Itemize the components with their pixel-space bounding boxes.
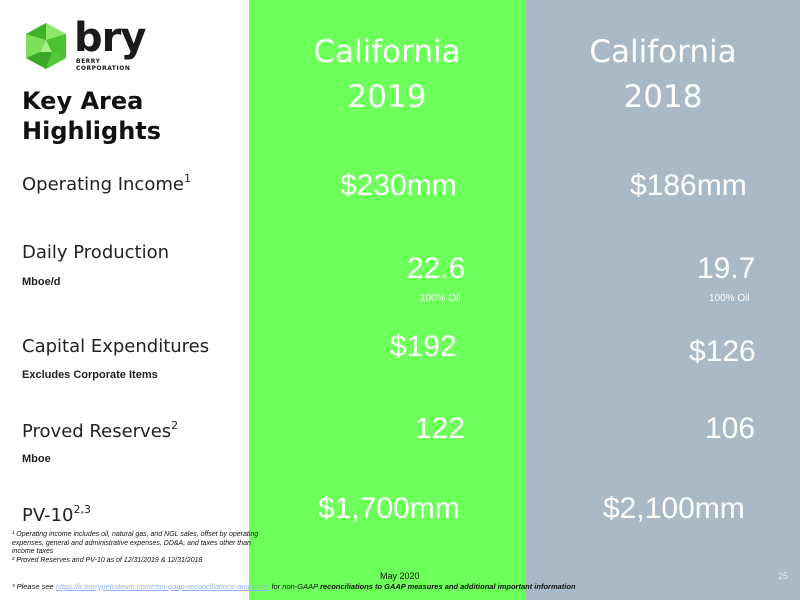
- pv10-2018: $2,100mm: [603, 492, 745, 525]
- footnotes: ¹ Operating income includes oil, natural…: [12, 531, 262, 565]
- capex-label: Capital Expenditures: [22, 336, 210, 357]
- page-number: 25: [778, 571, 789, 581]
- capex-2018: $126: [689, 335, 756, 368]
- capex-subtitle: Excludes Corporate Items: [22, 369, 158, 381]
- proved-reserves-unit: Mboe: [22, 453, 51, 465]
- column-2019-background: [249, 0, 525, 600]
- capex-2019: $192: [390, 330, 457, 363]
- proved-reserves-label: Proved Reserves2: [22, 419, 179, 442]
- daily-production-2019: 22.6: [407, 252, 466, 285]
- operating-income-label: Operating Income1: [22, 172, 191, 195]
- footnote-1: ¹ Operating income includes oil, natural…: [12, 531, 259, 555]
- column-header-2019: California 2019: [313, 34, 461, 115]
- brand-subtitle: BERRY CORPORATION: [76, 58, 131, 72]
- footnote-2: ² Proved Reserves and PV-10 as of 12/31/…: [12, 556, 203, 564]
- operating-income-2018: $186mm: [630, 169, 747, 202]
- daily-production-2018-note: 100% Oil: [709, 293, 750, 304]
- brand-name: bry: [74, 15, 146, 61]
- column-header-2018: California 2018: [589, 34, 737, 115]
- daily-production-unit: Mboe/d: [22, 276, 61, 288]
- daily-production-2018: 19.7: [697, 252, 756, 285]
- berry-logo-icon: [26, 23, 66, 69]
- pv10-2019: $1,700mm: [318, 492, 460, 525]
- column-2018-background: [525, 0, 800, 600]
- pv10-label: PV-102,3: [22, 503, 92, 526]
- operating-income-2019: $230mm: [340, 169, 457, 202]
- proved-reserves-2018: 106: [705, 412, 756, 445]
- page-title: Key Area Highlights: [22, 87, 162, 145]
- daily-production-2019-note: 100% Oil: [420, 293, 461, 304]
- footer-note: ³ Please see https://ir.berrypetroleum.c…: [12, 582, 576, 591]
- non-gaap-link[interactable]: https://ir.berrypetroleum.com/non-gaap-r…: [55, 582, 270, 591]
- proved-reserves-2019: 122: [415, 412, 466, 445]
- footer-date: May 2020: [380, 571, 420, 581]
- daily-production-label: Daily Production: [22, 242, 170, 263]
